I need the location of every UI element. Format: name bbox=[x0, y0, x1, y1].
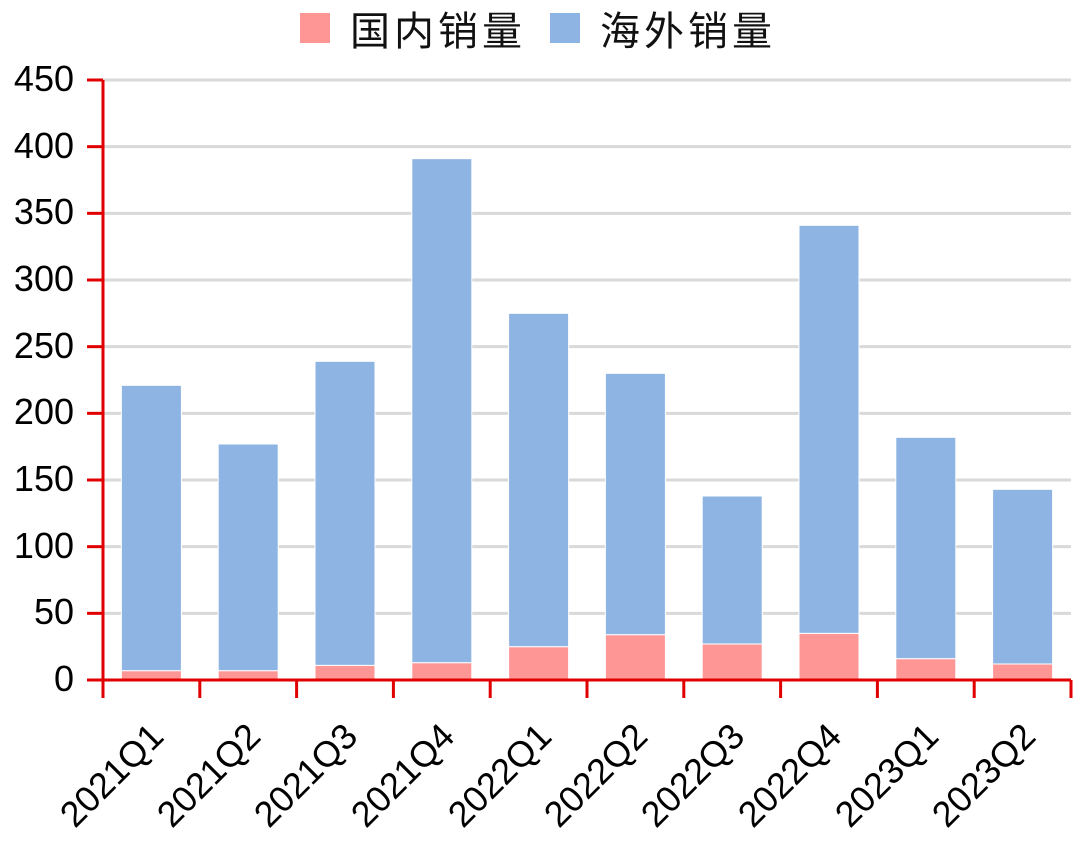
bar-segment-overseas bbox=[701, 495, 763, 645]
legend-item-domestic: 国内销量 bbox=[300, 0, 526, 57]
legend: 国内销量 海外销量 bbox=[300, 4, 800, 55]
y-tick-label: 400 bbox=[13, 124, 74, 166]
bar-segment-domestic bbox=[604, 634, 666, 681]
y-tick-label: 300 bbox=[13, 258, 74, 299]
bar-segment-overseas bbox=[314, 360, 376, 666]
legend-swatch-overseas bbox=[550, 13, 580, 43]
y-tick-label: 350 bbox=[13, 191, 74, 233]
y-tick-label: 0 bbox=[53, 658, 74, 699]
bar-segment-domestic bbox=[314, 664, 376, 681]
bar-segment-overseas bbox=[798, 224, 860, 634]
y-tick-label: 150 bbox=[13, 458, 74, 499]
y-tick-label: 450 bbox=[13, 58, 74, 99]
legend-label-overseas: 海外销量 bbox=[600, 9, 776, 55]
bar-segment-overseas bbox=[895, 436, 957, 660]
y-tick-label: 200 bbox=[13, 391, 74, 433]
y-tick-label: 100 bbox=[13, 524, 74, 566]
bar-segment-domestic bbox=[701, 643, 763, 681]
legend-item-overseas: 海外销量 bbox=[550, 0, 776, 57]
bar-segment-overseas bbox=[411, 158, 473, 664]
bar-segment-domestic bbox=[411, 662, 473, 681]
bar-segment-overseas bbox=[508, 312, 570, 648]
legend-label-domestic: 国内销量 bbox=[350, 9, 526, 55]
bar-segment-domestic bbox=[895, 658, 957, 681]
bar-segment-overseas bbox=[120, 384, 182, 672]
bar-segment-domestic bbox=[992, 663, 1054, 681]
y-tick-label: 50 bbox=[33, 591, 74, 633]
y-tick-label: 250 bbox=[13, 324, 74, 366]
bar-segment-overseas bbox=[992, 488, 1054, 665]
bar-segment-overseas bbox=[217, 443, 279, 672]
bar-segment-domestic bbox=[798, 632, 860, 681]
bar-segment-overseas bbox=[604, 372, 666, 636]
bar-segment-domestic bbox=[508, 646, 570, 681]
legend-swatch-domestic bbox=[300, 13, 330, 43]
